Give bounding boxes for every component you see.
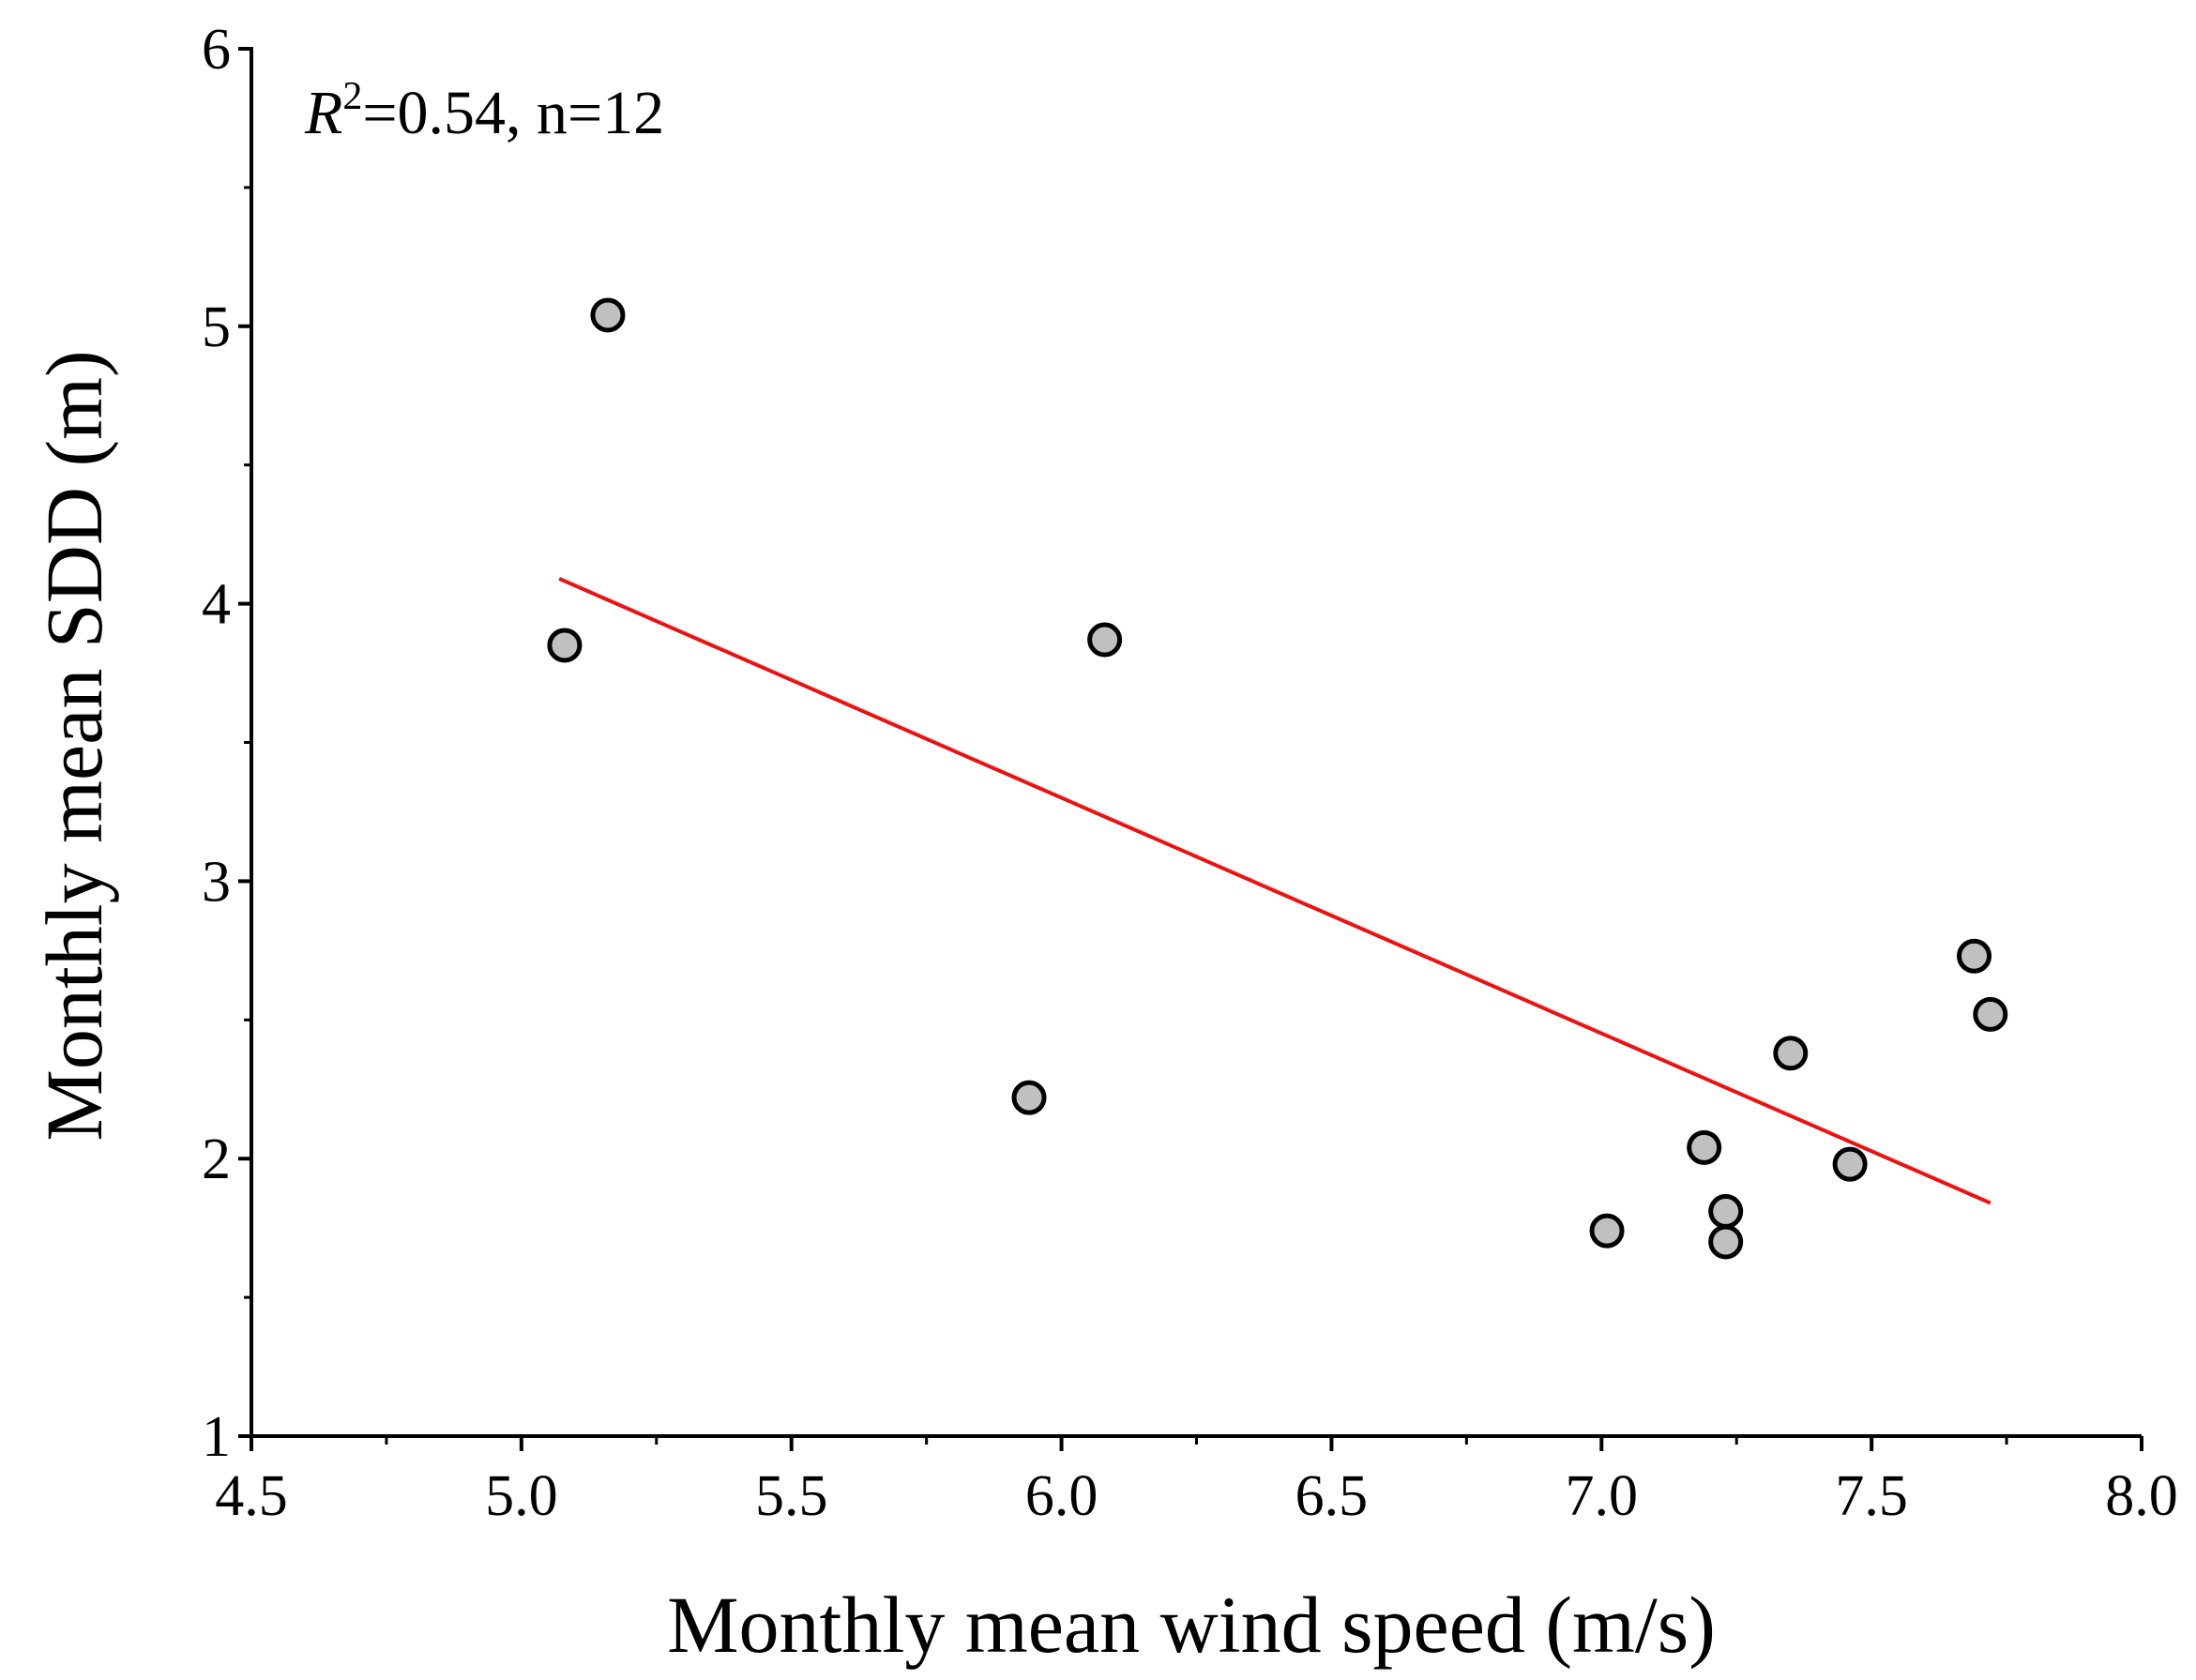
axes: [250, 47, 2142, 1438]
y-tick-label: 2: [202, 1128, 231, 1191]
x-tick-label: 8.0: [2105, 1464, 2178, 1528]
data-points-layer: [547, 297, 2008, 1260]
x-tick-label: 4.5: [215, 1464, 288, 1528]
x-tick-label: 6.5: [1295, 1464, 1369, 1528]
data-point: [1589, 1213, 1625, 1249]
r-symbol: R: [304, 79, 342, 147]
x-tick-label: 7.0: [1566, 1464, 1639, 1528]
x-tick-label: 6.0: [1025, 1464, 1098, 1528]
data-point: [1832, 1146, 1868, 1182]
y-tick-label: 5: [202, 295, 231, 359]
data-point: [547, 628, 583, 663]
y-axis-title: Monthly mean SDD (m): [29, 350, 119, 1141]
data-point: [590, 297, 626, 333]
y-tick-label: 3: [202, 850, 231, 914]
y-tick-label: 4: [202, 573, 231, 637]
annotation-text: =0.54, n=12: [362, 79, 664, 147]
data-point: [1687, 1129, 1722, 1165]
data-point: [1773, 1036, 1809, 1071]
data-point: [1011, 1080, 1047, 1115]
data-point: [1087, 622, 1123, 658]
regression-line: [558, 577, 1992, 1205]
x-tick-label: 7.5: [1835, 1464, 1908, 1528]
data-point: [1973, 996, 2008, 1032]
y-tick-label: 1: [202, 1405, 231, 1469]
r-squared-annotation: R2=0.54, n=12: [304, 75, 664, 147]
x-tick-label: 5.0: [485, 1464, 558, 1528]
x-axis-ticks: 4.5 5.0 5.5 6.0 6.5 7.0 7.5 8.0: [215, 1436, 2178, 1528]
r-exponent: 2: [342, 75, 362, 118]
y-axis-ticks: 1 2 3 4 5 6: [202, 18, 251, 1469]
y-tick-label: 6: [202, 18, 231, 82]
data-point: [1957, 938, 1992, 974]
trendline-layer: [558, 577, 1992, 1205]
x-axis-title: Monthly mean wind speed (m/s): [667, 1580, 1716, 1670]
data-point: [1708, 1193, 1744, 1229]
data-point: [1708, 1224, 1744, 1260]
x-tick-label: 5.5: [755, 1464, 828, 1528]
